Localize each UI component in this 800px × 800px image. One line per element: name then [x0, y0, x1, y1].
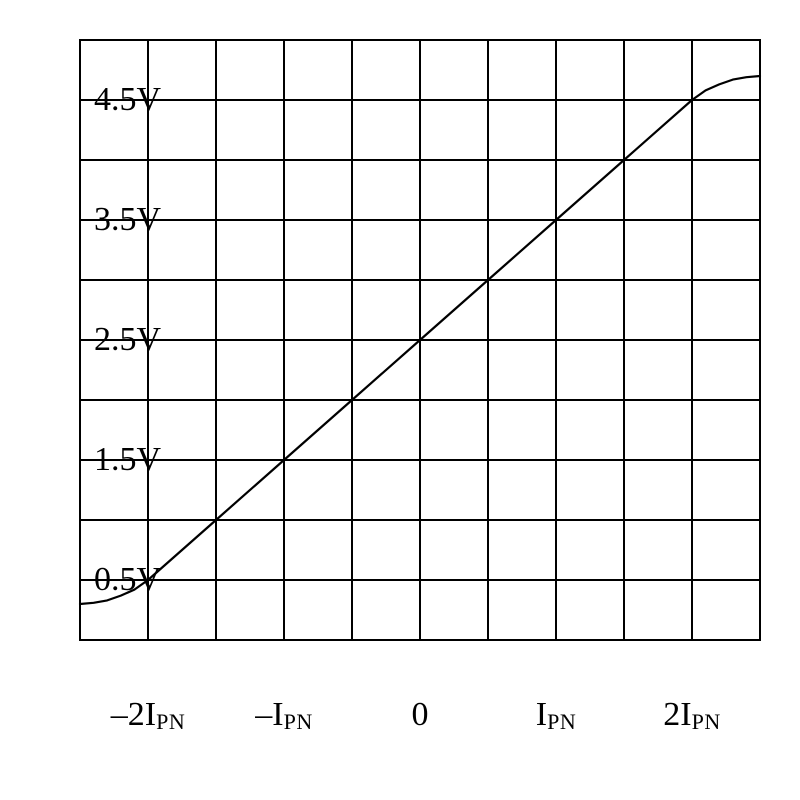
chart-svg	[0, 0, 800, 800]
x-tick-label: –IPN	[255, 696, 312, 734]
x-tick-base: I	[536, 696, 547, 733]
x-tick-label: IPN	[536, 696, 576, 734]
x-tick-base: –I	[255, 696, 283, 733]
x-tick-label: 2IPN	[663, 696, 720, 734]
x-tick-subscript: PN	[284, 709, 313, 734]
x-tick-label: –2IPN	[111, 696, 185, 734]
y-tick-label: 2.5V	[94, 321, 161, 359]
x-tick-subscript: PN	[547, 709, 576, 734]
x-tick-subscript: PN	[156, 709, 185, 734]
y-tick-label: 0.5V	[94, 561, 161, 599]
y-tick-label: 1.5V	[94, 441, 161, 479]
chart-container: 0.5V1.5V2.5V3.5V4.5V–2IPN–IPN0IPN2IPN	[0, 0, 800, 800]
y-tick-label: 4.5V	[94, 81, 161, 119]
x-tick-base: 2I	[663, 696, 691, 733]
x-tick-label: 0	[412, 696, 429, 734]
y-tick-label: 3.5V	[94, 201, 161, 239]
x-tick-base: –2I	[111, 696, 156, 733]
x-tick-base: 0	[412, 696, 429, 733]
x-tick-subscript: PN	[692, 709, 721, 734]
